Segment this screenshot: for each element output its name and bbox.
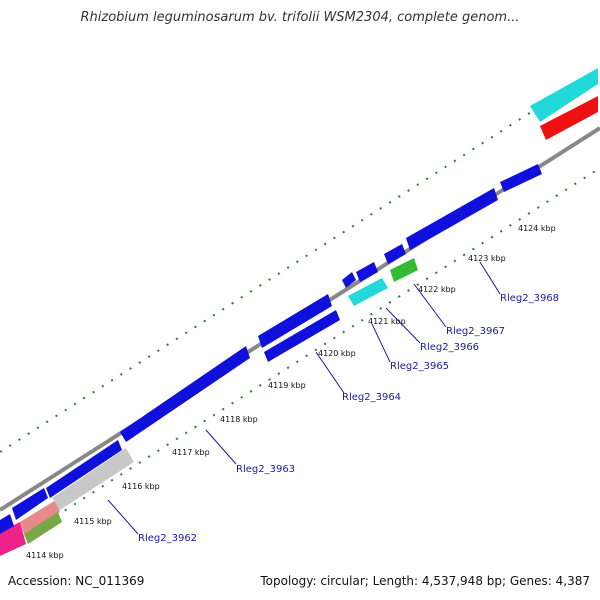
gene-arrow-blue-small-left[interactable] (0, 514, 14, 534)
gene-arrow-pink[interactable] (0, 522, 26, 556)
gene-arrow-green-3967[interactable] (390, 258, 418, 282)
gene-arrow-olive[interactable] (24, 512, 62, 544)
gene-label-rleg2-3966[interactable]: Rleg2_3966 (420, 342, 479, 353)
leader-line-3965 (371, 323, 391, 363)
gene-arrow-blue-3968[interactable] (500, 164, 542, 192)
outer-tick-guide (0, 67, 600, 453)
ruler-label-4120: 4120 kbp (318, 349, 356, 358)
leader-line-3966 (385, 307, 421, 344)
ruler-label-4116: 4116 kbp (122, 482, 160, 491)
gene-arrow-grey-3962[interactable] (52, 448, 134, 510)
map-title: Rhizobium leguminosarum bv. trifolii WSM… (80, 10, 520, 25)
gene-arrow-red-outer[interactable] (540, 96, 598, 140)
leader-line-3964 (315, 351, 345, 394)
ruler-label-4123: 4123 kbp (468, 254, 506, 263)
gene-arrow-blue-3961[interactable] (12, 488, 48, 520)
gene-label-rleg2-3967[interactable]: Rleg2_3967 (446, 326, 505, 337)
ruler-label-4122: 4122 kbp (418, 285, 456, 294)
gene-arrow-blue-3965a[interactable] (342, 272, 356, 288)
ruler-label-4121: 4121 kbp (368, 317, 406, 326)
gene-label-rleg2-3964[interactable]: Rleg2_3964 (342, 392, 401, 403)
ruler-label-4119: 4119 kbp (268, 381, 306, 390)
gene-arrow-cyan-3965[interactable] (348, 278, 388, 306)
ruler-label-4117: 4117 kbp (172, 448, 210, 457)
gene-label-rleg2-3968[interactable]: Rleg2_3968 (500, 293, 559, 304)
leader-line-3967 (413, 283, 447, 328)
ruler-label-4124: 4124 kbp (518, 224, 556, 233)
gene-arrow-blue-3962b[interactable] (46, 440, 122, 498)
ruler-label-4114: 4114 kbp (26, 551, 64, 560)
ruler-label-4118: 4118 kbp (220, 415, 258, 424)
gene-label-rleg2-3962[interactable]: Rleg2_3962 (138, 533, 197, 544)
gene-arrow-blue-3966[interactable] (384, 244, 406, 264)
gene-arrow-blue-3964a[interactable] (258, 294, 332, 348)
gene-arrow-salmon[interactable] (20, 500, 60, 534)
accession-text: Accession: NC_011369 (8, 574, 145, 588)
gene-label-rleg2-3963[interactable]: Rleg2_3963 (236, 464, 295, 475)
genome-summary-text: Topology: circular; Length: 4,537,948 bp… (260, 574, 590, 588)
gene-label-rleg2-3965[interactable]: Rleg2_3965 (390, 361, 449, 372)
leader-line-3968 (479, 261, 501, 295)
gene-arrow-cyan-outer[interactable] (530, 68, 598, 122)
gene-arrow-blue-3963[interactable] (120, 346, 250, 442)
gene-arrow-blue-3965b[interactable] (356, 262, 378, 282)
leader-line-3963 (205, 429, 237, 465)
gene-arrow-blue-3967[interactable] (406, 188, 498, 250)
ruler-label-4115: 4115 kbp (74, 517, 112, 526)
gene-arrow-blue-3964b[interactable] (264, 310, 340, 362)
inner-tick-guide (0, 167, 600, 553)
leader-line-3962 (107, 499, 139, 535)
